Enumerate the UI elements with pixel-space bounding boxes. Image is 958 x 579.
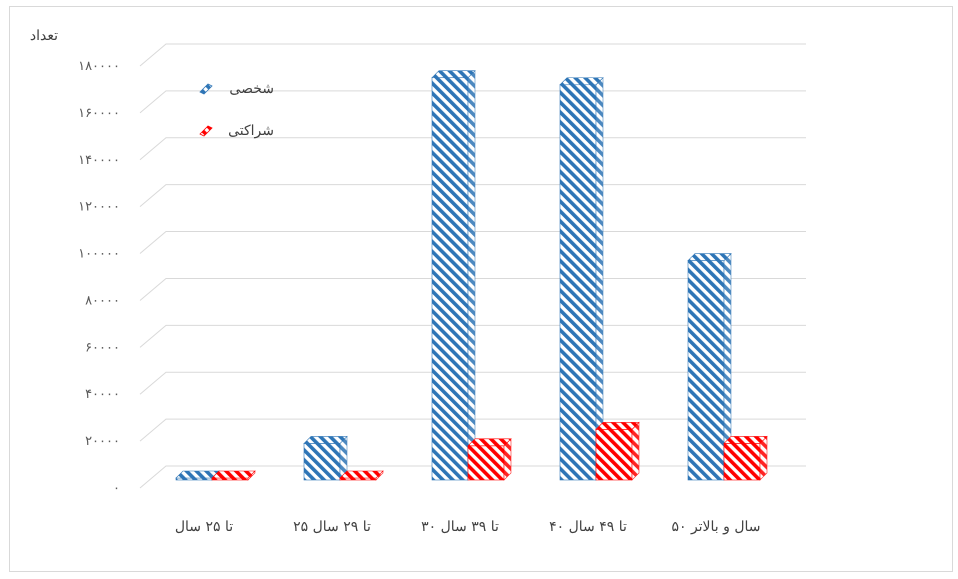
y-tick-label: ۱۴۰۰۰۰ bbox=[78, 153, 120, 168]
category-label: ۳۰ تا ۳۹ سال bbox=[421, 519, 499, 535]
bar-series-1 bbox=[687, 252, 732, 481]
bar-series-2 bbox=[595, 421, 640, 481]
y-tick-label: ۱۶۰۰۰۰ bbox=[78, 106, 120, 121]
bar-series-1 bbox=[303, 435, 348, 481]
bar-series-2 bbox=[467, 438, 512, 481]
y-tick-label: ۰ bbox=[113, 481, 120, 496]
legend-swatch-1 bbox=[199, 83, 213, 95]
bar-series-2 bbox=[211, 470, 256, 481]
bar-series-2 bbox=[723, 435, 768, 481]
bars bbox=[175, 69, 768, 481]
y-tick-label: ۱۰۰۰۰۰ bbox=[78, 247, 120, 262]
y-tick-label: ۱۸۰۰۰۰ bbox=[78, 59, 120, 74]
y-tick-label: ۶۰۰۰۰ bbox=[85, 340, 120, 355]
y-axis-label: تعداد bbox=[30, 28, 58, 44]
legend-label-2: شراکتی bbox=[228, 123, 274, 139]
gridline bbox=[139, 43, 806, 67]
category-label: ۲۵ تا ۲۹ سال bbox=[293, 519, 371, 535]
legend-label-1: شخصی bbox=[229, 81, 274, 97]
legend-swatch-2 bbox=[199, 125, 213, 137]
y-tick-label: ۲۰۰۰۰ bbox=[85, 434, 120, 449]
bar-series-2 bbox=[339, 470, 384, 481]
category-label: ۵۰ سال و بالاتر bbox=[671, 519, 760, 535]
y-tick-label: ۱۲۰۰۰۰ bbox=[78, 200, 120, 215]
category-labels: تا ۲۵ سال ۲۵ تا ۲۹ سال ۳۰ تا ۳۹ سال ۴۰ تا ۴… bbox=[175, 519, 761, 535]
category-label: ۴۰ تا ۴۹ سال bbox=[549, 519, 627, 535]
bar-series-1 bbox=[559, 77, 604, 481]
y-tick-label: ۸۰۰۰۰ bbox=[85, 293, 120, 308]
y-tick-label: ۴۰۰۰۰ bbox=[85, 387, 120, 402]
bar-series-1 bbox=[431, 69, 476, 481]
category-label: تا ۲۵ سال bbox=[175, 519, 233, 535]
y-tick-labels: ۰ ۲۰۰۰۰ ۴۰۰۰۰ ۶۰۰۰۰ ۸۰۰۰۰ ۱۰۰۰۰۰ ۱۲۰۰۰۰ ۱۴۰۰۰۰ ۱… bbox=[78, 59, 120, 496]
legend: شخصی شراکتی bbox=[199, 81, 274, 139]
